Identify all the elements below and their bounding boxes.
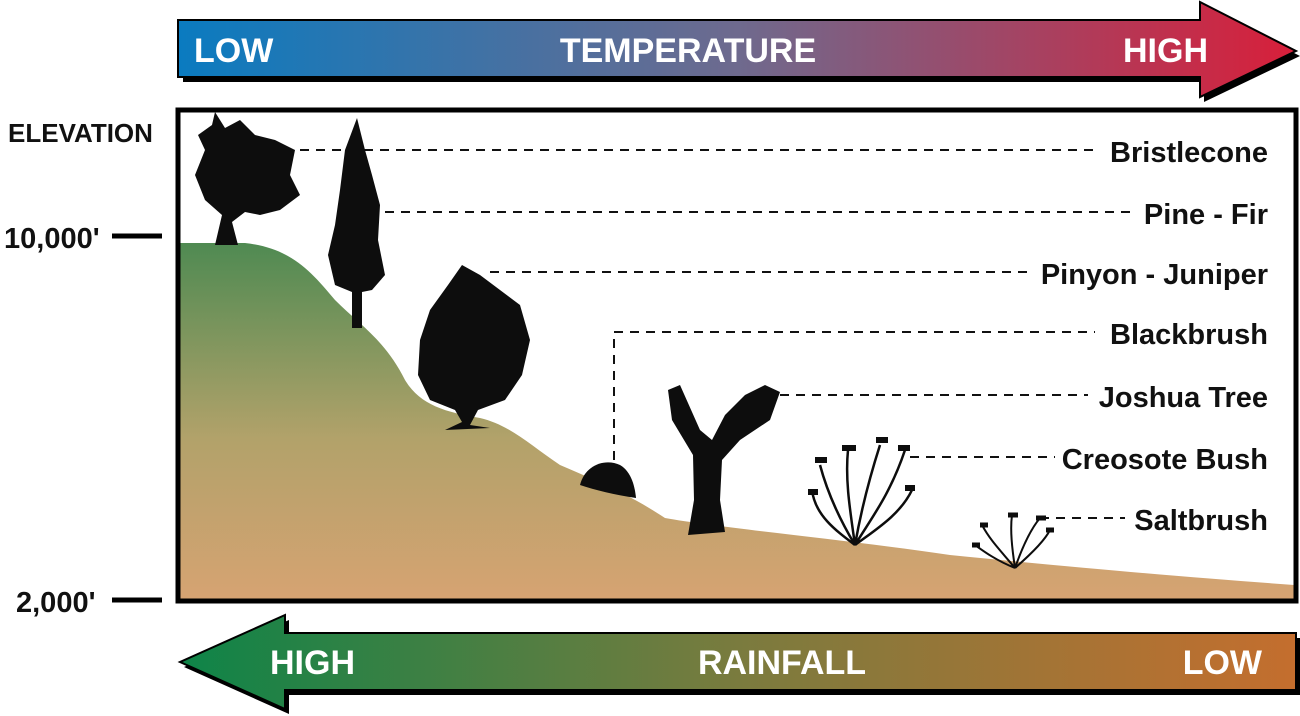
zone-label-joshua-tree: Joshua Tree <box>1099 382 1268 414</box>
temperature-low-label: LOW <box>194 32 274 70</box>
zone-labels: Bristlecone Pine - Fir Pinyon - Juniper … <box>1041 137 1268 537</box>
fir-tree-icon <box>328 118 385 328</box>
zone-label-saltbrush: Saltbrush <box>1134 505 1268 537</box>
juniper-tree-icon <box>418 265 530 430</box>
zone-label-creosote-bush: Creosote Bush <box>1062 444 1268 476</box>
rainfall-label: RAINFALL <box>698 644 866 682</box>
zone-label-blackbrush: Blackbrush <box>1110 319 1268 351</box>
zone-label-pinyon-juniper: Pinyon - Juniper <box>1041 259 1268 291</box>
temperature-label: TEMPERATURE <box>560 32 816 70</box>
elevation-label: ELEVATION <box>8 118 153 148</box>
creosote-bush-icon <box>808 437 915 547</box>
zone-label-bristlecone: Bristlecone <box>1110 137 1268 169</box>
rainfall-high-label: HIGH <box>270 644 355 682</box>
zone-label-pine-fir: Pine - Fir <box>1144 199 1268 231</box>
rainfall-arrow: HIGH RAINFALL LOW <box>177 613 1300 714</box>
temperature-high-label: HIGH <box>1123 32 1208 70</box>
blackbrush-icon <box>580 462 636 498</box>
joshua-tree-icon <box>668 385 780 535</box>
elevation-bottom-label: 2,000' <box>16 587 95 619</box>
temperature-arrow: LOW TEMPERATURE HIGH <box>177 0 1300 102</box>
ground-slope <box>180 243 1294 599</box>
bristlecone-tree-icon <box>195 112 300 245</box>
elevation-top-label: 10,000' <box>4 223 100 255</box>
leader-blackbrush <box>613 331 1095 460</box>
saltbrush-icon <box>972 512 1054 569</box>
panel-border <box>175 107 1299 604</box>
rainfall-low-label: LOW <box>1183 644 1263 682</box>
